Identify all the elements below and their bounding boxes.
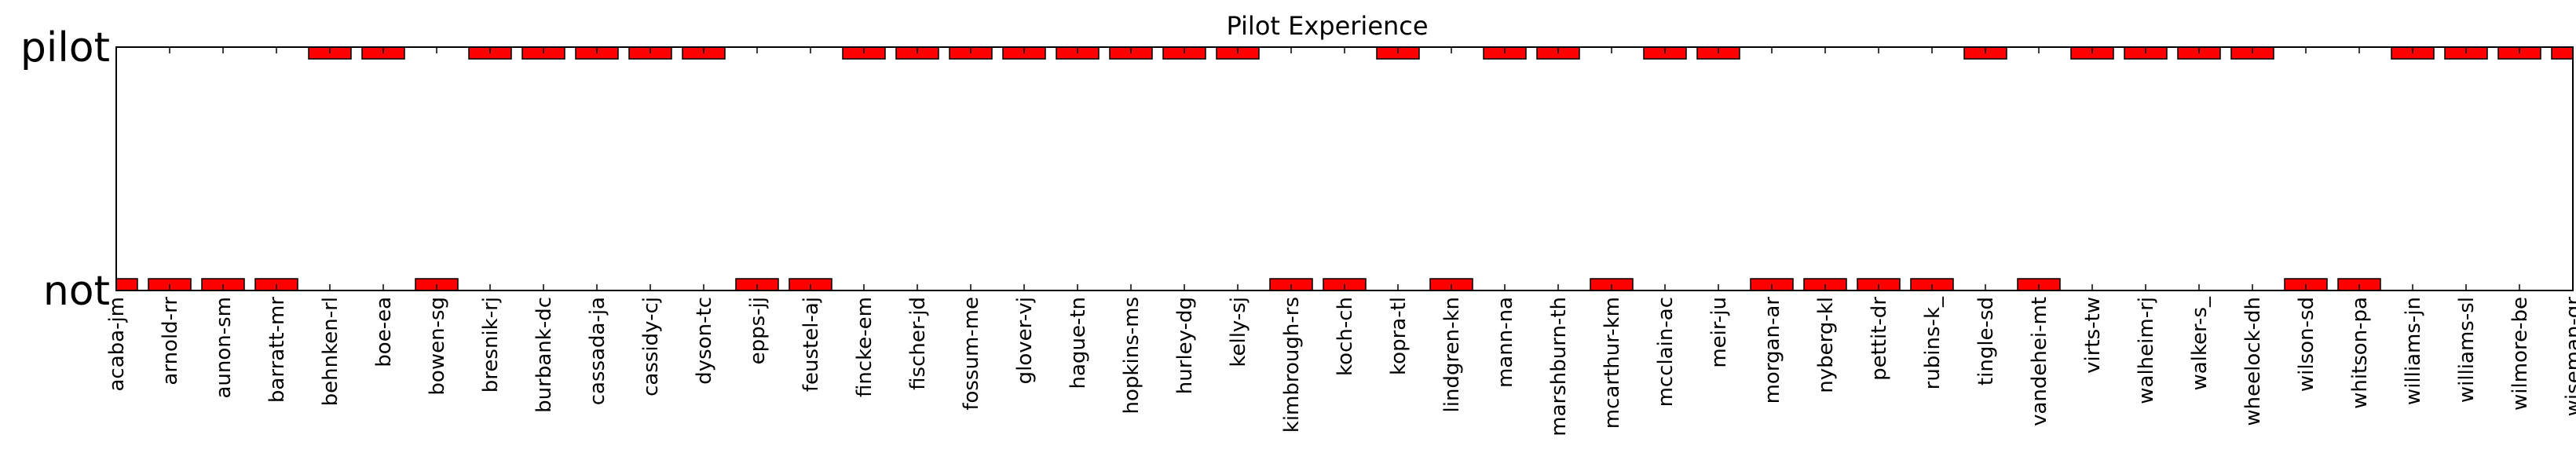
- x-tick-label: behnken-rl: [319, 297, 342, 406]
- x-tick-label: burbank-dc: [532, 297, 556, 413]
- x-tick-label: kelly-sj: [1227, 297, 1250, 367]
- x-tick-label: walker-s_: [2188, 296, 2212, 391]
- x-tick-label: walheim-rj: [2135, 297, 2158, 404]
- x-tick-label: feustel-aj: [800, 297, 823, 392]
- x-tick-label: tingle-sd: [1974, 297, 1998, 385]
- x-tick-label: mann-na: [1494, 297, 1517, 388]
- x-tick-label: nyberg-kl: [1814, 297, 1838, 393]
- chart-title: Pilot Experience: [1226, 11, 1428, 41]
- x-tick-label: hopkins-ms: [1120, 297, 1143, 414]
- y-tick-label-not: not: [43, 268, 110, 315]
- x-tick-label: whitson-pa: [2348, 297, 2372, 409]
- x-tick-label: barratt-mr: [265, 297, 289, 403]
- x-tick-label: wilson-sd: [2295, 297, 2318, 392]
- x-tick-label: arnold-rr: [159, 297, 182, 385]
- x-axis-labels: acaba-jm arnold-rr aunon-sm barratt-mr behnk…: [105, 296, 2576, 437]
- x-tick-label: cassada-ja: [586, 297, 609, 405]
- bar-wiseman-gr: [2551, 46, 2574, 60]
- x-tick-label: wilmore-be: [2508, 297, 2532, 411]
- ticks-layer: [115, 46, 2574, 291]
- x-tick-label: kopra-tl: [1387, 297, 1411, 375]
- plot-frame: [115, 46, 2574, 291]
- x-tick-label: hurley-dg: [1173, 297, 1197, 394]
- x-tick-label: morgan-ar: [1761, 297, 1784, 404]
- y-tick-label-pilot: pilot: [20, 24, 110, 71]
- x-tick-label: glover-vj: [1013, 297, 1037, 384]
- x-tick-label: hague-tn: [1067, 297, 1090, 389]
- x-tick-label: kimbrough-rs: [1280, 297, 1304, 433]
- x-tick-label: bowen-sg: [426, 297, 449, 396]
- x-tick-label: acaba-jm: [105, 297, 129, 392]
- x-tick-label: fischer-jd: [906, 297, 930, 390]
- x-tick-label: fossum-me: [960, 297, 983, 411]
- y-axis-labels: not pilot: [20, 24, 110, 315]
- x-tick-label: dyson-tc: [693, 297, 716, 385]
- x-tick-label: pettit-dr: [1868, 297, 1891, 381]
- x-tick-label: epps-jj: [746, 297, 770, 364]
- x-tick-label: williams-jn: [2402, 297, 2425, 405]
- x-tick-label: meir-ju: [1707, 297, 1731, 368]
- x-tick-label: williams-sl: [2455, 297, 2479, 403]
- x-tick-label: wiseman-gr: [2562, 297, 2576, 417]
- x-tick-label: lindgren-kn: [1440, 297, 1464, 412]
- x-tick-label: bresnik-rj: [479, 297, 503, 393]
- x-tick-label: mcclain-ac: [1654, 297, 1678, 407]
- x-tick-label: virts-tw: [2081, 297, 2105, 374]
- x-tick-label: cassidy-cj: [639, 297, 663, 396]
- bar-acaba-jm: [115, 278, 138, 291]
- x-tick-label: koch-ch: [1334, 297, 1357, 376]
- x-tick-label: fincke-em: [853, 297, 876, 397]
- x-tick-label: aunon-sm: [212, 297, 236, 399]
- x-tick-label: wheelock-dh: [2241, 297, 2265, 426]
- x-tick-label: rubins-k_: [1921, 296, 1945, 389]
- x-tick-label: boe-ea: [372, 297, 396, 367]
- x-tick-label: mcarthur-km: [1601, 297, 1624, 429]
- x-tick-label: marshburn-th: [1547, 297, 1571, 437]
- x-tick-label: vandehei-mt: [2028, 297, 2051, 426]
- bars-layer: [115, 46, 2574, 291]
